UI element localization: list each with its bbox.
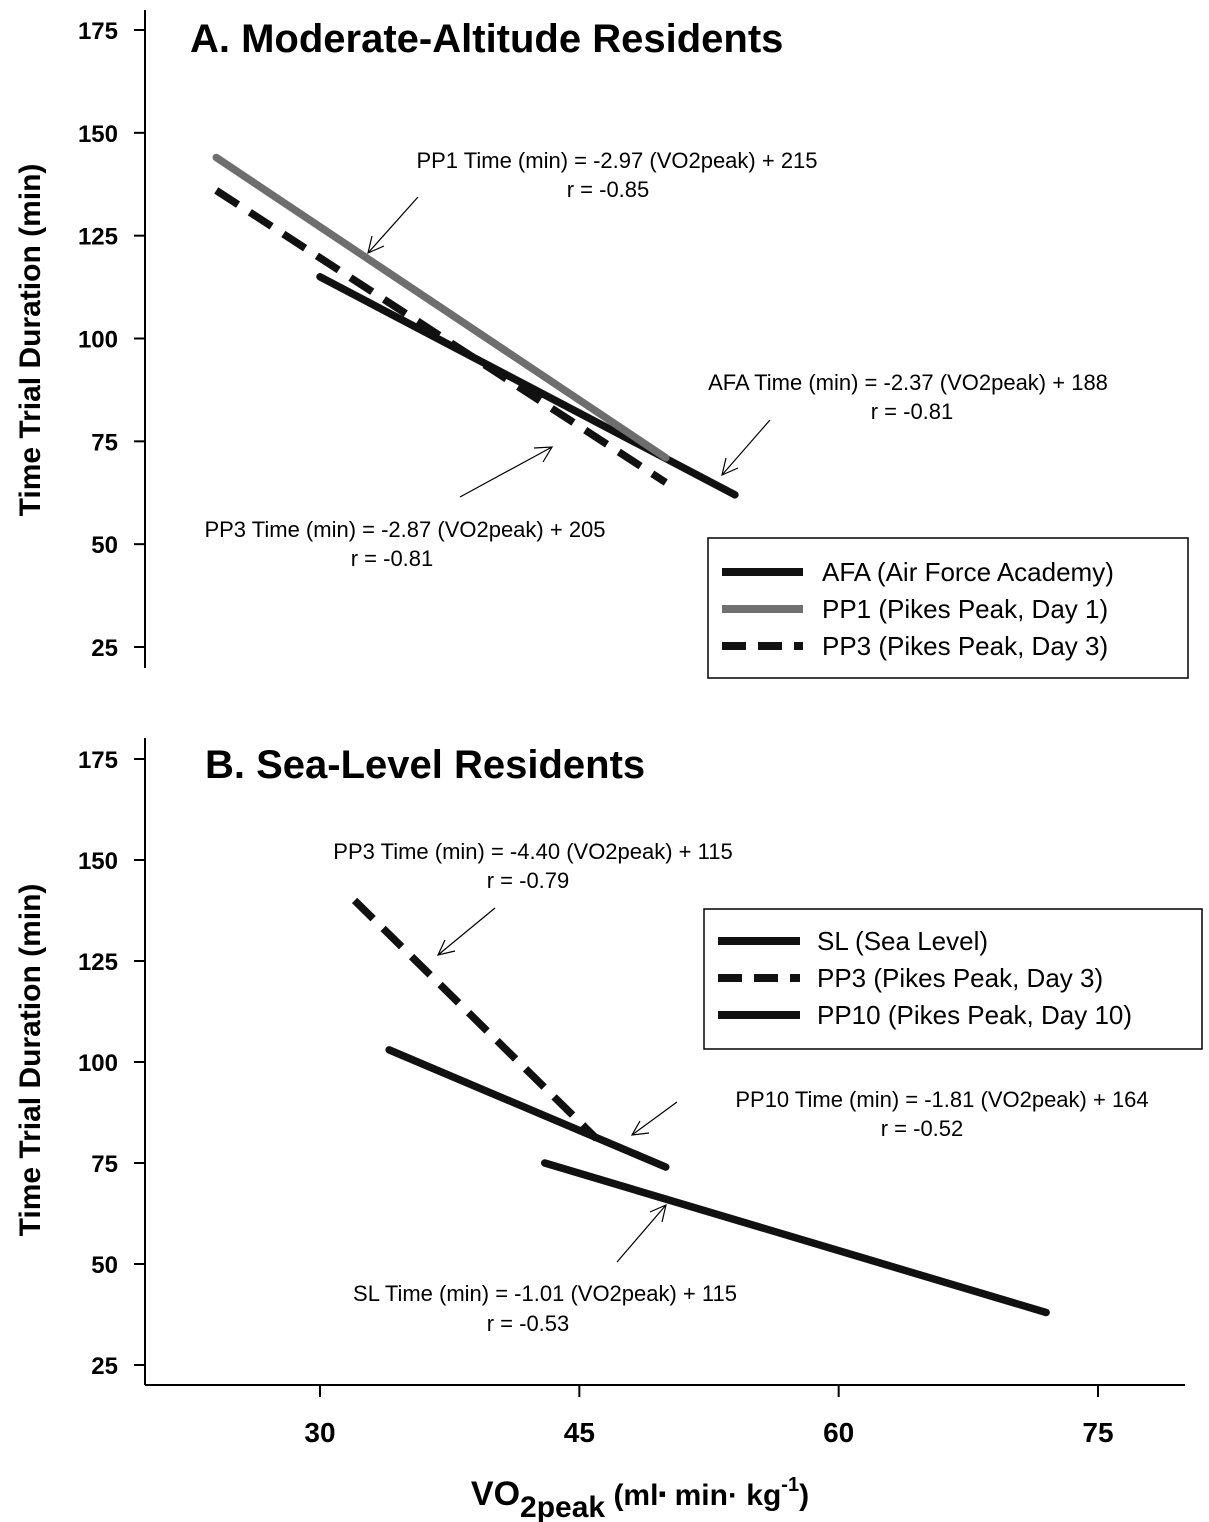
panel-b-legend-label-pp10: PP10 (Pikes Peak, Day 10) (817, 1000, 1132, 1030)
panel-b-legend-box (703, 908, 1203, 1050)
x-axis-label-dot2: · (728, 1479, 738, 1512)
panel-a-legend-label-pp3: PP3 (Pikes Peak, Day 3) (822, 631, 1108, 661)
panel-b-arrow-pp3 (437, 907, 496, 956)
panel-b-y-tick-label: 100 (78, 1050, 118, 1077)
panel-a-y-tick-label: 150 (78, 121, 118, 148)
panel-a-series-line-pp1 (212, 153, 670, 462)
panel-b-series-line-pp3 (351, 897, 600, 1142)
panel-a-title: A. Moderate-Altitude Residents (190, 17, 783, 61)
panel-b-arrow-sl (616, 1204, 667, 1263)
x-axis-label-units3: kg (738, 1479, 781, 1512)
panel-b-annotation-pp3-equation: PP3 Time (min) = -4.40 (VO2peak) + 115 (333, 839, 732, 864)
panel-b-y-tick-label: 25 (91, 1353, 118, 1380)
panel-a-arrowhead-pp3 (533, 446, 554, 463)
x-tick-label: 30 (304, 1417, 335, 1448)
panel-a: 25 50 75 100 125 150 175 Time Trial Duration (… (14, 10, 1189, 679)
panel-b-series-line-pp10 (385, 1046, 670, 1171)
x-axis-label-superscript: -1 (781, 1474, 799, 1496)
panel-b-annotation-pp10-r: r = -0.52 (881, 1116, 964, 1141)
panel-b-annotation-pp10-equation: PP10 Time (min) = -1.81 (VO2peak) + 164 (735, 1087, 1148, 1112)
panel-a-arrow-pp1 (367, 196, 419, 254)
x-axis-label: VO2peak (ml▪ min· kg-1) (471, 1474, 809, 1522)
panel-a-y-axis-label: Time Trial Duration (min) (14, 164, 47, 517)
panel-a-annotation-pp1-equation: PP1 Time (min) = -2.97 (VO2peak) + 215 (416, 148, 817, 173)
panel-a-arrowhead-afa (721, 457, 739, 477)
panel-b-annotation-sl-r: r = -0.53 (487, 1311, 570, 1336)
panel-b-y-axis-label: Time Trial Duration (min) (14, 884, 47, 1237)
panel-b-x-ticks: 30 45 60 75 (304, 1385, 1114, 1448)
panel-b-y-tick-label: 75 (91, 1151, 118, 1178)
panel-b-annotation-pp3-r: r = -0.79 (487, 868, 570, 893)
panel-a-arrow-afa (721, 419, 771, 476)
x-axis-label-dot1: ▪ (658, 1481, 666, 1506)
panel-a-annotation-pp3-r: r = -0.81 (351, 546, 434, 571)
panel-b-arrowhead-pp10 (630, 1120, 650, 1136)
panel-b-arrow-pp10 (631, 1101, 678, 1136)
panel-a-series-group (212, 153, 739, 499)
x-axis-label-units2: min (666, 1479, 728, 1512)
panel-a-arrow-pp3 (459, 446, 553, 498)
panel-a-legend: AFA (Air Force Academy) PP1 (Pikes Peak,… (707, 537, 1189, 679)
x-tick-label: 75 (1082, 1417, 1113, 1448)
x-axis-label-units: (ml (605, 1479, 658, 1512)
panel-a-y-tick-label: 75 (91, 429, 118, 456)
x-axis-label-subscript: 2peak (520, 1491, 605, 1522)
panel-b-y-tick-label: 175 (78, 747, 118, 774)
panel-a-arrowhead-pp1 (367, 235, 385, 255)
panel-a-y-tick-label: 50 (91, 532, 118, 559)
panel-a-annotation-pp1-r: r = -0.85 (567, 177, 650, 202)
x-axis-label-vo: VO (471, 1475, 520, 1513)
panel-a-legend-label-afa: AFA (Air Force Academy) (822, 557, 1114, 587)
panel-a-annotation-afa-equation: AFA Time (min) = -2.37 (VO2peak) + 188 (708, 370, 1108, 395)
panel-b-arrowhead-sl (649, 1203, 667, 1223)
panel-a-series-line-afa (316, 273, 739, 499)
panel-b-arrowhead-pp3 (436, 939, 456, 956)
panel-a-y-tick-label: 100 (78, 327, 118, 354)
x-tick-label: 60 (823, 1417, 854, 1448)
panel-b: 25 50 75 100 125 150 175 30 45 60 75 Time Trial D… (14, 738, 1203, 1448)
panel-b-legend: SL (Sea Level) PP3 (Pikes Peak, Day 3) P… (703, 908, 1203, 1050)
panel-b-series-group (351, 897, 1050, 1317)
panel-b-legend-label-pp3: PP3 (Pikes Peak, Day 3) (817, 963, 1103, 993)
panel-a-y-ticks: 25 50 75 100 125 150 175 (78, 18, 145, 662)
panel-a-annotation-afa-r: r = -0.81 (871, 399, 954, 424)
panel-b-legend-label-sl: SL (Sea Level) (817, 926, 988, 956)
panel-b-title: B. Sea-Level Residents (205, 743, 645, 787)
panel-b-annotation-sl-equation: SL Time (min) = -1.01 (VO2peak) + 115 (353, 1281, 737, 1306)
x-tick-label: 45 (564, 1417, 595, 1448)
x-axis-label-close: ) (799, 1479, 809, 1512)
panel-b-y-tick-label: 150 (78, 848, 118, 875)
panel-a-y-tick-label: 25 (91, 635, 118, 662)
panel-b-y-tick-label: 125 (78, 949, 118, 976)
panel-b-series-line-sl (541, 1159, 1050, 1317)
panel-a-series-line-pp3 (214, 187, 668, 486)
panel-a-legend-label-pp1: PP1 (Pikes Peak, Day 1) (822, 594, 1108, 624)
panel-b-y-ticks: 25 50 75 100 125 150 175 (78, 747, 145, 1380)
panel-a-y-tick-label: 125 (78, 224, 118, 251)
panel-a-annotation-pp3-equation: PP3 Time (min) = -2.87 (VO2peak) + 205 (204, 517, 605, 542)
panel-b-y-tick-label: 50 (91, 1252, 118, 1279)
panel-a-y-tick-label: 175 (78, 18, 118, 45)
